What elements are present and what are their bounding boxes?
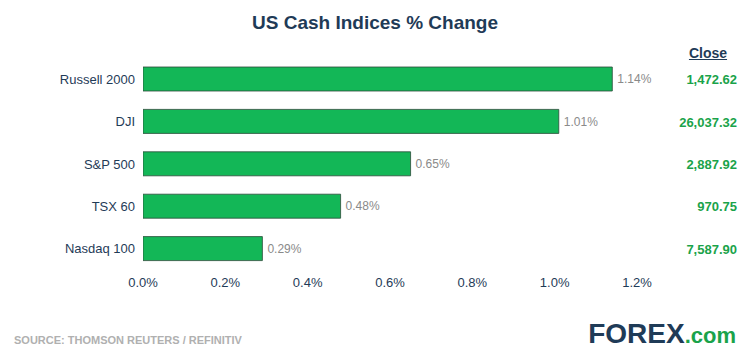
svg-text:26,037.32: 26,037.32 bbox=[679, 115, 737, 130]
svg-text:Russell 2000: Russell 2000 bbox=[60, 72, 135, 87]
svg-text:0.4%: 0.4% bbox=[293, 275, 323, 290]
svg-text:0.65%: 0.65% bbox=[416, 157, 450, 171]
svg-text:2,887.92: 2,887.92 bbox=[686, 157, 737, 172]
svg-text:TSX 60: TSX 60 bbox=[92, 199, 135, 214]
svg-text:1.14%: 1.14% bbox=[617, 72, 651, 86]
svg-text:0.8%: 0.8% bbox=[458, 275, 488, 290]
svg-text:0.0%: 0.0% bbox=[128, 275, 158, 290]
svg-text:0.29%: 0.29% bbox=[267, 242, 301, 256]
svg-text:1.01%: 1.01% bbox=[564, 115, 598, 129]
svg-text:970.75: 970.75 bbox=[697, 199, 737, 214]
svg-text:DJI: DJI bbox=[116, 114, 136, 129]
html-text:US Cash Indices % Change: US Cash Indices % Change bbox=[252, 12, 498, 33]
svg-text:0.48%: 0.48% bbox=[346, 199, 380, 213]
svg-text:0.2%: 0.2% bbox=[211, 275, 241, 290]
svg-text:Nasdaq 100: Nasdaq 100 bbox=[65, 241, 135, 256]
html-text:SOURCE: THOMSON REUTERS / REFI: SOURCE: THOMSON REUTERS / REFINITIV bbox=[14, 334, 242, 346]
html-text:Close: Close bbox=[688, 45, 728, 61]
svg-text:1.2%: 1.2% bbox=[622, 275, 652, 290]
svg-text:0.6%: 0.6% bbox=[375, 275, 405, 290]
svg-text:1,472.62: 1,472.62 bbox=[686, 72, 737, 87]
html-text:FOREX.com: FOREX.com bbox=[588, 318, 736, 349]
svg-text:S&P 500: S&P 500 bbox=[84, 157, 135, 172]
svg-text:1.0%: 1.0% bbox=[540, 275, 570, 290]
svg-text:7,587.90: 7,587.90 bbox=[686, 242, 737, 257]
